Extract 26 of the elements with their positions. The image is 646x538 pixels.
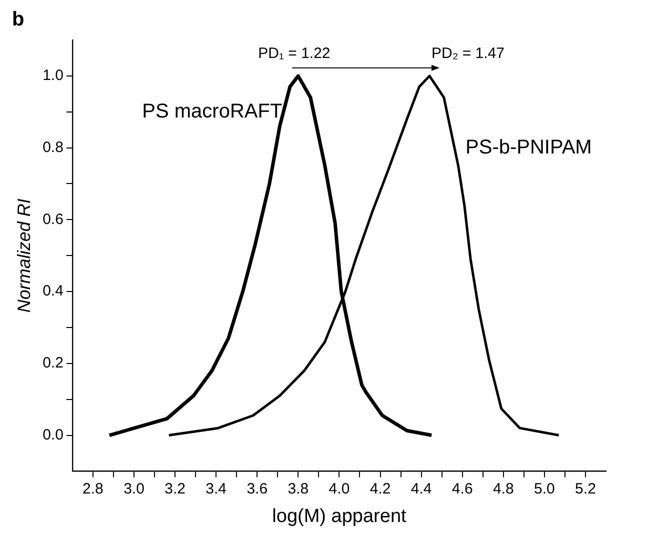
x-tick-label: 3.6 xyxy=(246,480,268,498)
y-tick-label: 0.8 xyxy=(42,138,64,156)
y-tick-label: 0.0 xyxy=(42,426,64,444)
x-tick-label: 4.8 xyxy=(492,480,514,498)
x-tick-label: 4.6 xyxy=(452,480,473,498)
series-label: PS macroRAFT xyxy=(142,100,282,122)
y-tick-label: 0.4 xyxy=(42,282,64,300)
x-tick-label: 4.4 xyxy=(410,480,432,498)
x-tick-label: 3.2 xyxy=(164,480,186,498)
x-tick-label: 4.0 xyxy=(328,480,350,498)
x-tick-label: 3.8 xyxy=(288,480,309,498)
x-tick-label: 5.0 xyxy=(534,480,555,498)
x-tick-label: 4.2 xyxy=(370,480,391,498)
x-tick-label: 3.4 xyxy=(206,480,227,498)
y-tick-label: 0.2 xyxy=(42,354,64,372)
y-tick-label: 0.6 xyxy=(42,210,64,228)
y-axis-title: Normalized RI xyxy=(14,198,34,313)
chart-title: b xyxy=(12,8,24,31)
x-tick-label: 3.0 xyxy=(124,480,144,498)
x-axis-title: log(M) apparent xyxy=(272,506,408,527)
y-tick-label: 1.0 xyxy=(42,67,64,84)
annotation: PD₁ = 1.22 xyxy=(258,45,330,62)
x-tick-label: 2.8 xyxy=(82,480,104,498)
annotation: PD₂ = 1.47 xyxy=(432,45,504,62)
x-tick-label: 5.2 xyxy=(575,480,596,498)
series-label: PS-b-PNIPAM xyxy=(466,136,592,158)
